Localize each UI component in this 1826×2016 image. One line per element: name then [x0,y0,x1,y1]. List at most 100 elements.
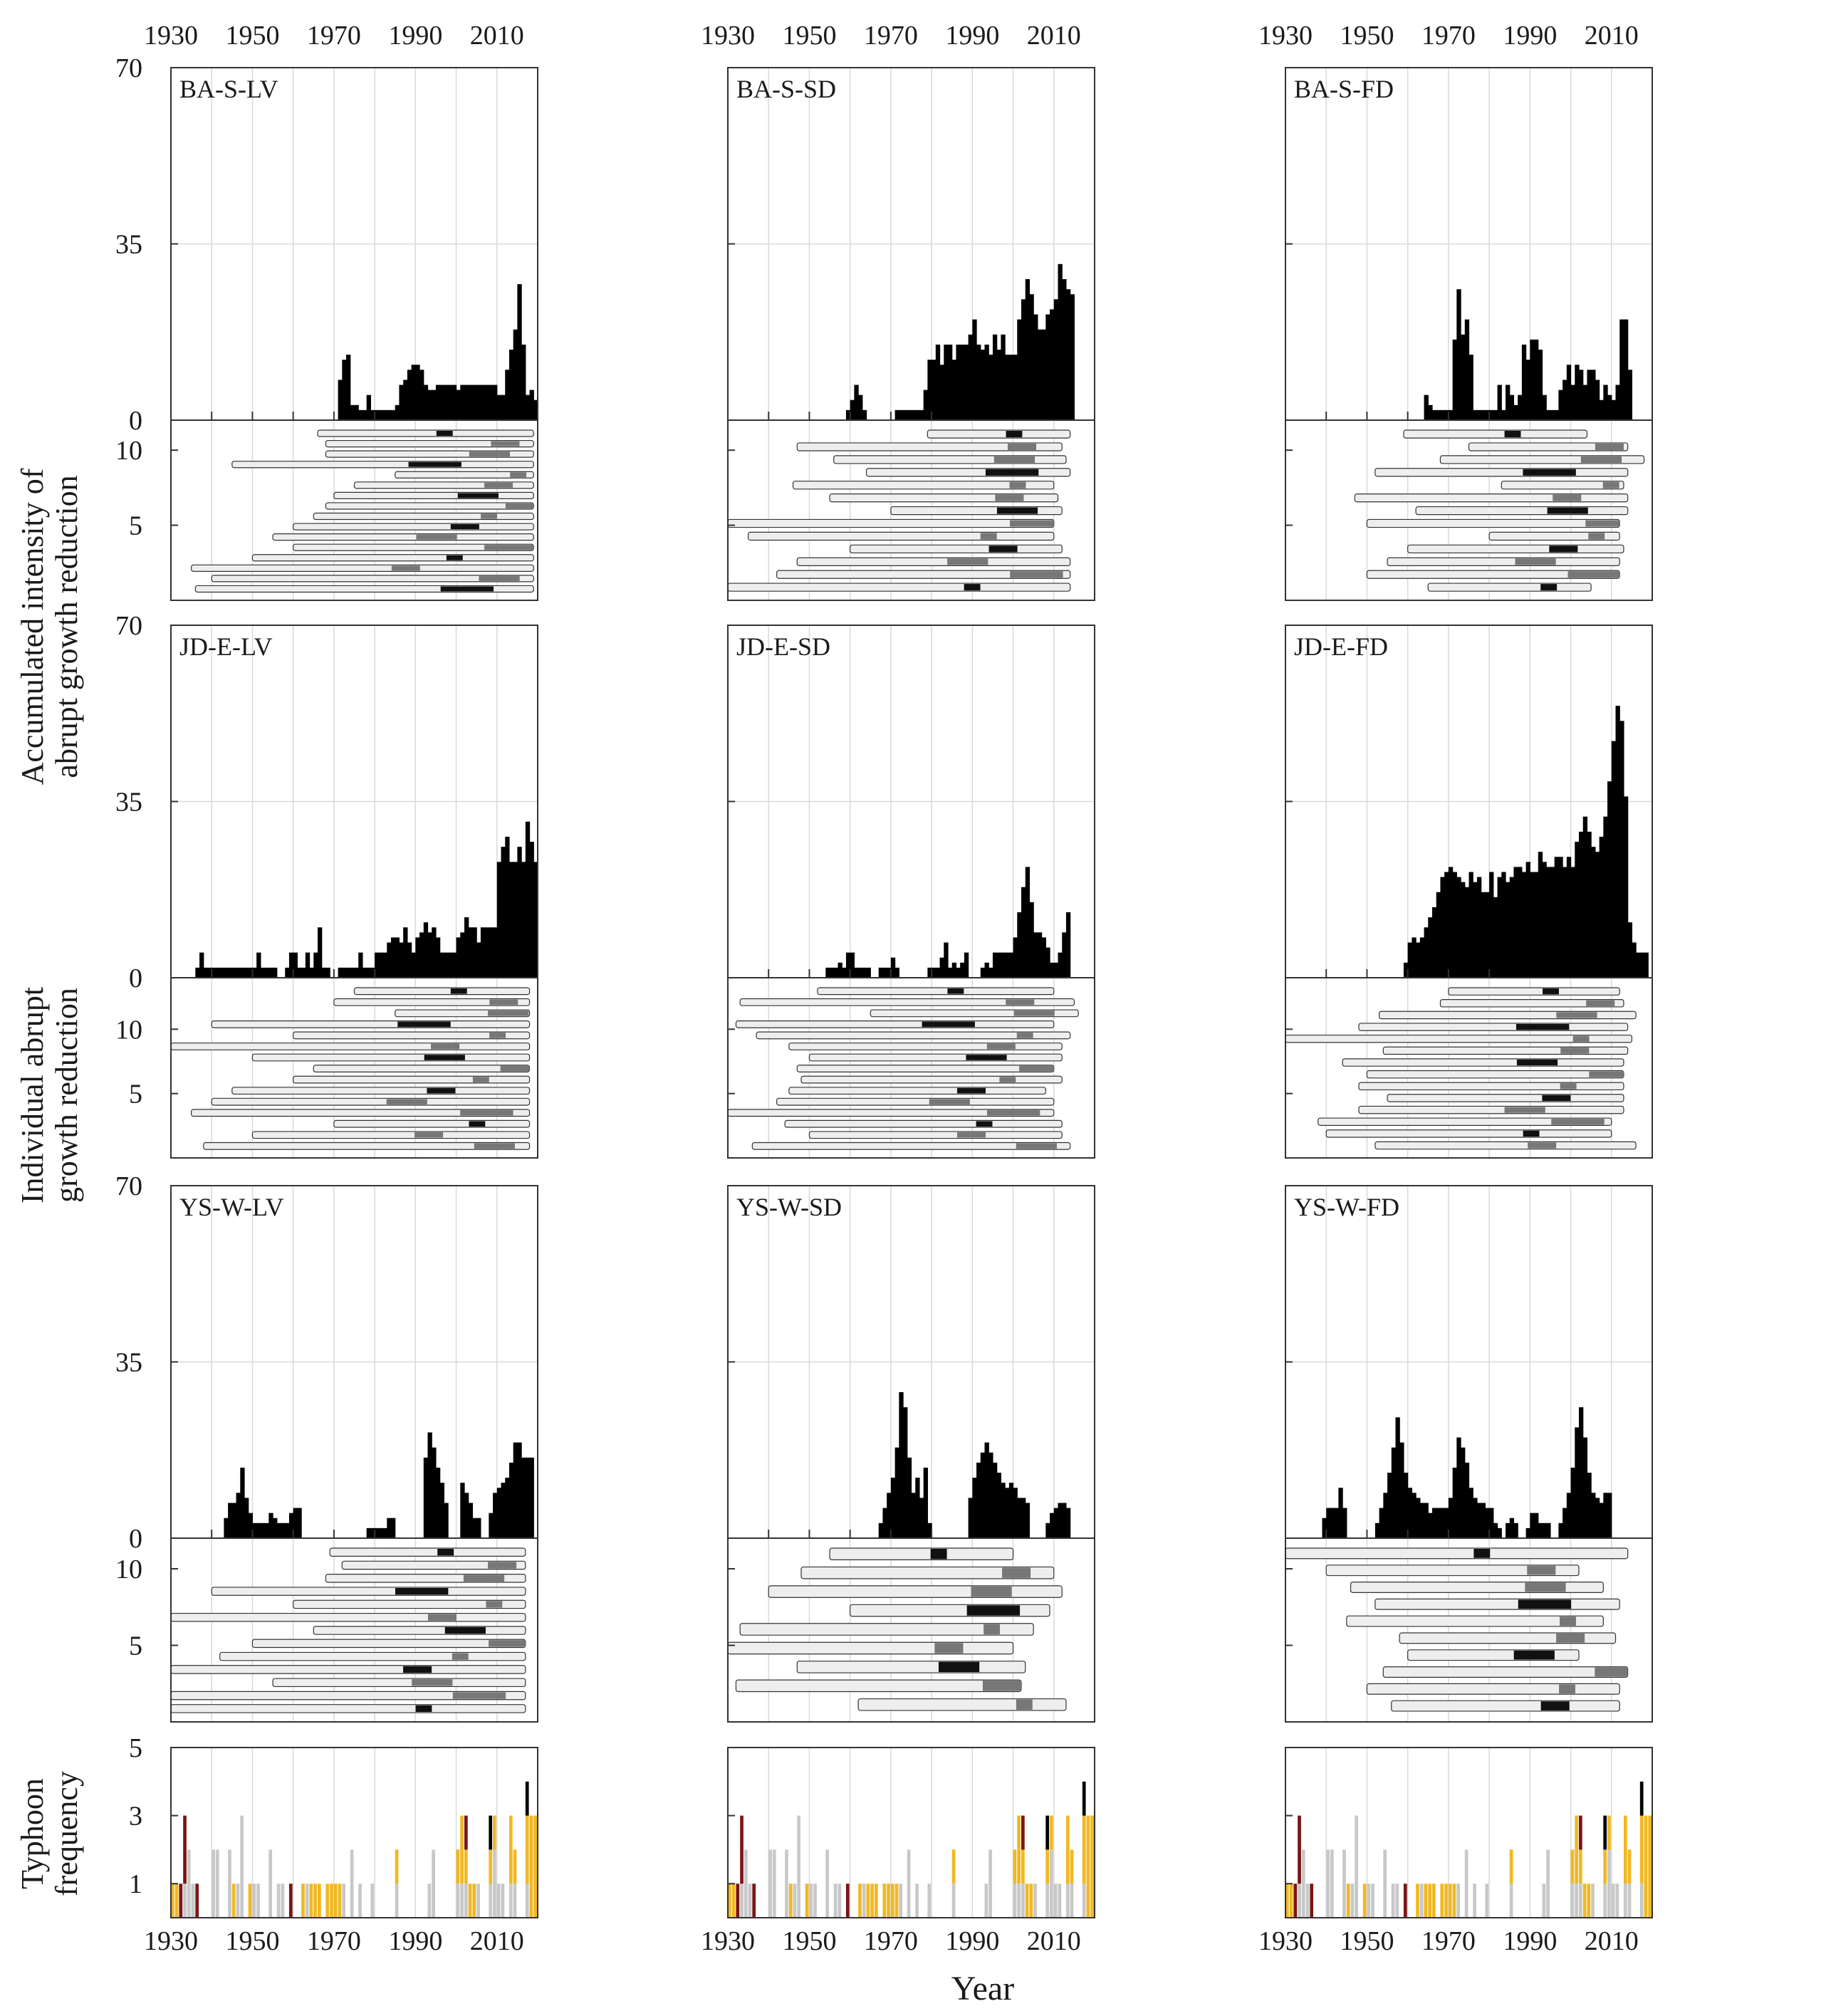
top-x-tick-1930: 1930 [1258,21,1313,51]
bar [899,409,904,420]
bar [1448,409,1454,420]
panel-label: JD-E-SD [736,632,830,661]
tree-series-bar [727,1641,1014,1655]
bar [988,355,993,420]
tree-series-bar [293,1031,531,1040]
bar [1428,917,1433,978]
tree-series-bar [325,502,534,510]
typhoon-bar-light [813,1884,817,1918]
reduction-segment [1540,584,1558,591]
panel-label: BA-S-FD [1294,75,1394,103]
panel-label: YS-W-SD [736,1193,842,1221]
bar [382,952,387,978]
bar [1538,852,1543,978]
acc-y-tick-35: 35 [115,1348,142,1378]
bar [1444,872,1449,978]
bar [1525,1527,1530,1538]
tree-series-bar [272,533,534,541]
bar [244,967,249,978]
bar [375,1527,380,1538]
bar [923,1468,928,1538]
bar [951,962,957,978]
bar [407,370,412,420]
tree-series-bar [1407,544,1624,554]
typhoon-bar-light [772,1849,776,1918]
bar [403,927,408,978]
reduction-segment [472,1077,489,1082]
bar [1461,882,1466,978]
bar [1525,360,1530,420]
bottom-x-tick-1970: 1970 [1421,1926,1476,1956]
typhoon-bar-yellow [313,1884,317,1918]
tree-series-bar [170,1043,531,1050]
bar [1534,339,1539,420]
bar [321,967,327,978]
typhoon-bar-light [496,1884,501,1918]
typhoon-bar-black [1639,1781,1644,1816]
bar [1464,887,1470,978]
bar [1017,319,1022,420]
bar [1513,404,1518,420]
bar [968,1498,973,1538]
ind-y-tick-5: 5 [129,1631,142,1661]
bottom-x-tick-1970: 1970 [864,1926,918,1956]
typhoon-bar-yellow [1065,1815,1070,1884]
bar [1579,370,1584,420]
reduction-segment [956,1132,986,1138]
individual-panel [1285,977,1653,1159]
typhoon-bar-light [744,1849,748,1918]
individual-panel: 5 10 [115,1537,538,1723]
bar [932,967,937,978]
bar [370,409,375,420]
bar [1374,1523,1380,1538]
top-x-tick-2010: 2010 [470,21,524,51]
bar [468,385,474,420]
bar [493,1493,498,1538]
typhoon-bar-yellow [1570,1849,1575,1884]
typhoon-bar-light [740,1884,744,1918]
typhoon-bar-red [1298,1815,1301,1884]
bar [1587,1473,1592,1538]
bar [460,932,465,978]
bar [927,360,932,420]
bar [960,344,965,420]
typhoon-bar-light [1065,1884,1070,1918]
bar [508,350,514,420]
tree-series-bar [796,557,1071,566]
bar [513,1442,518,1538]
acc-y-tick-0: 0 [129,1524,142,1554]
individual-panel: 5 10 [115,419,538,601]
typhoon-bar-light [342,1884,346,1918]
ind-y-axis-title-line2: growth reduction [49,988,84,1203]
bar [854,967,859,978]
bar [882,967,887,978]
bar [460,1483,465,1538]
bar [529,842,534,978]
bar [529,390,534,420]
bar [1468,1488,1473,1538]
tree-series-bar [170,1612,526,1622]
bar [448,385,453,420]
bar [1607,395,1612,420]
accumulated-panel: JD-E-FD [1285,625,1653,978]
bar [375,409,380,420]
bar [899,1391,904,1538]
tree-series-bar [735,1020,1055,1028]
typhoon-bar-light [1033,1884,1037,1918]
typhoon-bar-black [489,1815,493,1850]
bar [439,385,444,420]
bar [1619,721,1624,978]
tree-series-bar [317,429,534,437]
reduction-segment [1016,1699,1033,1710]
bar [854,385,859,420]
panel-frame [170,1747,538,1918]
reduction-segment [1547,507,1588,514]
tree-series-bar [1403,429,1588,439]
reduction-segment [450,988,467,994]
reduction-segment [1515,1023,1570,1030]
reduction-segment [1560,1083,1577,1090]
bar [944,344,949,420]
bar [338,380,343,420]
bar [1001,952,1006,978]
